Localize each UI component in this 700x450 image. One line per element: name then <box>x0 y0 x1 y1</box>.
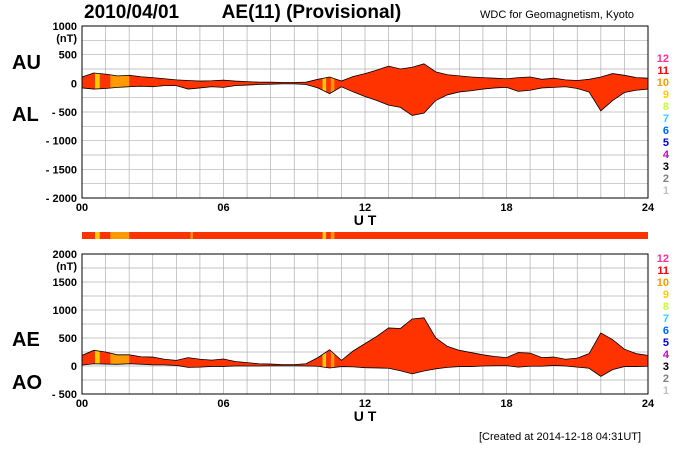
station-key-8: 8 <box>663 301 669 313</box>
coverage-base <box>82 232 648 239</box>
plot-frame <box>81 253 649 395</box>
x-tick-label: 12 <box>359 398 371 410</box>
y-tick-label: - 1500 <box>46 164 77 176</box>
coverage-segment <box>322 232 327 239</box>
x-tick-label: 18 <box>500 398 512 410</box>
station-key-5: 5 <box>663 137 669 149</box>
ao-label: AO <box>12 372 42 394</box>
station-key-12: 12 <box>657 253 669 265</box>
coverage-segment <box>110 232 130 239</box>
station-key-2: 2 <box>663 373 669 385</box>
station-key-6: 6 <box>663 125 669 137</box>
source-label: WDC for Geomagnetism, Kyoto <box>480 9 635 21</box>
au-label: AU <box>12 52 41 74</box>
station-key-4: 4 <box>663 349 670 361</box>
y-axis-unit: (nT) <box>56 33 77 45</box>
station-key-10: 10 <box>657 277 669 289</box>
station-key-12: 12 <box>657 53 669 65</box>
y-tick-label: - 2000 <box>46 193 77 205</box>
station-key-11: 11 <box>657 65 669 77</box>
station-stripe <box>322 63 327 116</box>
y-tick-label: 1000 <box>53 305 77 317</box>
x-tick-label: 06 <box>217 398 229 410</box>
coverage-segment <box>190 232 193 239</box>
y-tick-label: 500 <box>59 50 77 62</box>
y-tick-label: - 1000 <box>46 136 77 148</box>
y-axis-unit: (nT) <box>56 261 77 273</box>
index-title: AE(11) (Provisional) <box>221 2 402 23</box>
series-line-ao <box>81 363 649 377</box>
page-title: 2010/04/01 AE(11) (Provisional) <box>84 2 439 24</box>
series-line-al <box>81 83 649 116</box>
y-tick-label: - 500 <box>52 107 77 119</box>
x-tick-label: 00 <box>76 398 88 410</box>
y-tick-label: 0 <box>71 361 77 373</box>
y-tick-label: 500 <box>59 333 77 345</box>
station-key-3: 3 <box>663 361 669 373</box>
station-stripe <box>330 63 335 116</box>
panel-au-al: 1000 500 0 - 500 - 1000 - 1500 - 2000 (nT) 00 06 1… <box>46 21 670 228</box>
series-line-ae <box>81 317 649 366</box>
x-tick-label: 24 <box>642 398 655 410</box>
station-key-7: 7 <box>663 313 669 325</box>
y-tick-label: 1500 <box>53 277 77 289</box>
station-key-10: 10 <box>657 77 669 89</box>
x-tick-label: 12 <box>359 202 371 214</box>
y-tick-label: 0 <box>71 78 77 90</box>
station-key-1: 1 <box>663 185 669 197</box>
station-key-6: 6 <box>663 325 669 337</box>
coverage-segment <box>94 232 100 239</box>
station-key-9: 9 <box>663 89 669 101</box>
x-tick-label: 06 <box>217 202 229 214</box>
coverage-segment <box>330 232 335 239</box>
area-fill <box>82 63 648 116</box>
al-label: AL <box>12 104 39 126</box>
x-tick-label: 18 <box>500 202 512 214</box>
station-key-9: 9 <box>663 289 669 301</box>
plot-frame <box>81 25 649 199</box>
x-tick-label: 24 <box>642 202 655 214</box>
y-tick-label: 1000 <box>53 21 77 33</box>
x-axis-label: U T <box>354 212 377 228</box>
station-key-2: 2 <box>663 173 669 185</box>
series-line-au <box>81 63 649 83</box>
station-coverage-bar <box>82 232 648 239</box>
area-fill <box>82 317 648 377</box>
date-label: 2010/04/01 <box>84 2 180 23</box>
station-key-5: 5 <box>663 337 669 349</box>
y-tick-label: 2000 <box>53 249 77 261</box>
station-key-3: 3 <box>663 161 669 173</box>
x-axis-label: U T <box>354 408 377 424</box>
station-key-11: 11 <box>657 265 669 277</box>
station-key-8: 8 <box>663 101 669 113</box>
station-key-4: 4 <box>663 149 670 161</box>
y-tick-label: - 500 <box>52 389 77 401</box>
x-tick-label: 00 <box>76 202 88 214</box>
created-label: [Created at 2014-12-18 04:31UT] <box>479 431 642 443</box>
station-key-7: 7 <box>663 113 669 125</box>
station-key-1: 1 <box>663 385 669 397</box>
ae-label: AE <box>12 329 40 351</box>
